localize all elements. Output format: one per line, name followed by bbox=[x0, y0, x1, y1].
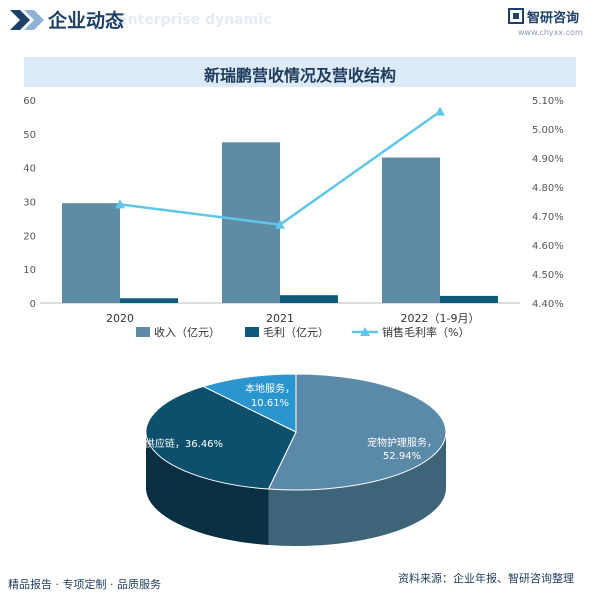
legend-label-gross-profit: 毛利（亿元） bbox=[263, 326, 329, 339]
pie-label-local-service-value: 10.61% bbox=[251, 398, 289, 409]
y-right-tick-label: 4.40% bbox=[532, 299, 564, 310]
pie-side-wall bbox=[146, 432, 269, 546]
pie-slice bbox=[145, 385, 297, 490]
margin-point bbox=[275, 219, 285, 229]
y-left-tick-label: 30 bbox=[23, 198, 36, 209]
combo-chart: 0 10 20 30 40 50 60 4.40% 4.50% 4.60% 4.70% 4.80% 4.… bbox=[23, 96, 564, 325]
pie-label-pet-care-name: 宠物护理服务， bbox=[367, 436, 437, 449]
chart-title: 新瑞鹏营收情况及营收结构 bbox=[203, 66, 396, 85]
gross-profit-bar bbox=[120, 298, 178, 303]
pie-slice bbox=[267, 373, 447, 491]
y-right-tick-label: 4.80% bbox=[532, 183, 564, 194]
x-tick-label: 2020 bbox=[106, 312, 134, 325]
y-right-tick-label: 4.70% bbox=[532, 212, 564, 223]
y-left-tick-label: 40 bbox=[23, 164, 36, 175]
y-left-tick-label: 50 bbox=[23, 130, 36, 141]
page-header: Enterprise dynamic 企业动态 智研咨询 www.chyxx.c… bbox=[0, 0, 600, 44]
pie-label-pet-care: 宠物护理服务， 52.94% bbox=[367, 436, 437, 462]
gross-profit-bar bbox=[280, 295, 338, 303]
margin-point bbox=[435, 106, 445, 116]
brand-url: www.chyxx.com bbox=[518, 28, 583, 37]
y-left-tick-label: 60 bbox=[23, 96, 36, 107]
legend-label-revenue: 收入（亿元） bbox=[154, 325, 220, 339]
pie-label-local-service-name: 本地服务， bbox=[245, 382, 295, 395]
header-title: 企业动态 bbox=[48, 10, 125, 32]
y-right-tick-label: 5.10% bbox=[532, 96, 564, 107]
legend-swatch-revenue bbox=[136, 327, 150, 337]
chart-title-banner: 新瑞鹏营收情况及营收结构 bbox=[24, 57, 576, 87]
revenue-bar bbox=[382, 157, 440, 303]
pie-label-pet-care-value: 52.94% bbox=[383, 451, 421, 462]
chart-legend: 收入（亿元） 毛利（亿元） 销售毛利率（%） bbox=[136, 325, 469, 339]
brand-logo-icon bbox=[508, 8, 524, 24]
pie-chart: 宠物护理服务， 52.94% 供应链，36.46% 本地服务， 10.61% bbox=[145, 373, 447, 546]
pie-label-supply-chain: 供应链，36.46% bbox=[145, 437, 223, 450]
pie-side-wall bbox=[268, 432, 446, 546]
x-tick-label: 2021 bbox=[266, 312, 294, 325]
double-chevron-icon bbox=[10, 10, 44, 30]
footer-source: 资料来源：企业年报、智研咨询整理 bbox=[398, 572, 574, 585]
y-left-tick-label: 0 bbox=[30, 299, 36, 310]
gross-profit-bar bbox=[440, 295, 498, 303]
pie-slice bbox=[201, 373, 297, 433]
header-subtitle: Enterprise dynamic bbox=[118, 12, 272, 28]
y-right-tick-label: 4.90% bbox=[532, 154, 564, 165]
x-tick-label: 2022（1-9月） bbox=[401, 312, 480, 325]
y-left-tick-label: 10 bbox=[23, 265, 36, 276]
footer-tagline: 精品报告 · 专项定制 · 品质服务 bbox=[8, 578, 161, 591]
brand-name: 智研咨询 bbox=[527, 11, 580, 26]
revenue-bar bbox=[62, 203, 120, 303]
y-right-tick-label: 4.50% bbox=[532, 270, 564, 281]
legend-swatch-margin-marker bbox=[360, 327, 370, 336]
margin-point bbox=[115, 199, 125, 209]
y-right-tick-label: 5.00% bbox=[532, 125, 564, 136]
legend-swatch-gross-profit bbox=[245, 327, 259, 337]
y-right-tick-label: 4.60% bbox=[532, 241, 564, 252]
legend-label-margin: 销售毛利率（%） bbox=[382, 325, 469, 339]
y-left-tick-label: 20 bbox=[23, 231, 36, 242]
